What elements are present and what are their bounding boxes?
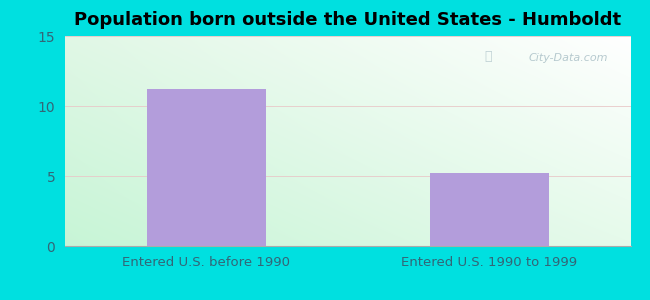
Text: City-Data.com: City-Data.com [528, 53, 608, 63]
Text: ⦾: ⦾ [484, 50, 492, 63]
Bar [147, 89, 266, 246]
Bar [430, 173, 549, 246]
Title: Population born outside the United States - Humboldt: Population born outside the United State… [74, 11, 621, 29]
